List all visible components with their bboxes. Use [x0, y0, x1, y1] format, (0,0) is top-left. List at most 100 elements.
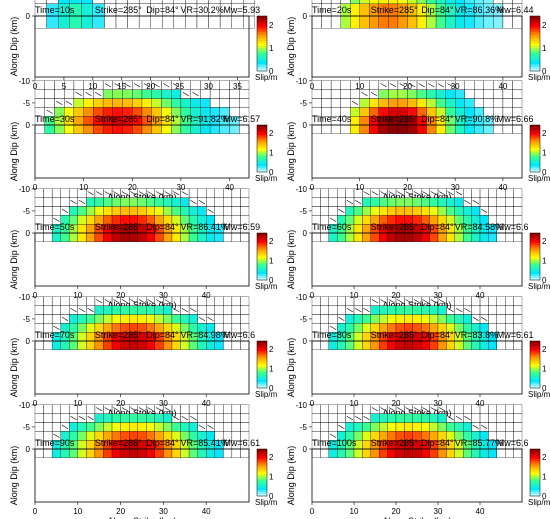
- slip-cell: [395, 206, 405, 216]
- slip-cell: [129, 422, 138, 432]
- grid-cell: [51, 305, 61, 315]
- colorbar-segment: [257, 34, 267, 38]
- rake-arrow: [418, 83, 425, 88]
- colorbar-segment: [257, 164, 267, 167]
- rake-arrow: [455, 308, 463, 313]
- slip-cell: [171, 422, 181, 432]
- rake-arrow: [190, 308, 197, 313]
- slip-cell: [395, 314, 405, 324]
- slip-cell: [103, 340, 113, 350]
- grid-cell: [474, 89, 484, 99]
- grid-cell: [337, 197, 346, 207]
- slip-cell: [188, 206, 198, 216]
- colorbar-segment: [530, 61, 540, 65]
- colorbar-segment: [530, 27, 540, 31]
- grid-cell: [496, 314, 506, 324]
- colorbar-segment: [257, 376, 267, 379]
- slip-cell: [362, 431, 371, 441]
- grid-cell: [34, 197, 44, 207]
- x-tick-label: 40: [202, 291, 211, 300]
- colorbar-frame: [529, 15, 541, 72]
- grid-cell: [328, 413, 338, 423]
- rake-arrow: [113, 191, 120, 196]
- colorbar-tick-label: 2: [269, 21, 274, 30]
- colorbar-segment: [530, 382, 540, 385]
- slip-cell: [171, 206, 181, 216]
- panel-mw-label: Mw=6.6: [223, 330, 255, 340]
- colorbar-frame: [529, 448, 541, 497]
- panel-vr-label: VR=86.41%: [181, 222, 229, 232]
- colorbar-segment: [530, 132, 540, 136]
- colorbar-segment: [530, 358, 540, 362]
- rake-arrow: [96, 191, 103, 196]
- panel-vr-label: VR=85.77%: [455, 438, 503, 448]
- slip-cell: [69, 422, 78, 432]
- slip-cell: [161, 89, 172, 99]
- colorbar-segment: [257, 370, 267, 373]
- slip-cell: [60, 448, 70, 458]
- slip-cell: [51, 232, 61, 242]
- colorbar-segment: [530, 170, 540, 173]
- slip-cell: [471, 340, 481, 350]
- slip-cell: [395, 232, 405, 242]
- x-tick-label: 30: [159, 291, 168, 300]
- colorbar-segment: [257, 41, 267, 44]
- colorbar-label: Slip/m: [255, 390, 278, 399]
- x-tick-label: 40: [225, 183, 234, 192]
- slip-cell: [378, 15, 389, 29]
- slip-cell: [362, 440, 371, 450]
- colorbar-segment: [257, 20, 267, 24]
- slip-cell: [111, 422, 121, 432]
- grid-cell: [115, 0, 128, 4]
- panel-strike-label: Strike=285°: [95, 114, 142, 124]
- slip-cell: [446, 314, 455, 324]
- grid-cell: [69, 188, 78, 198]
- colorbar-segment: [257, 364, 267, 367]
- grid-cell: [43, 413, 53, 423]
- slip-cell: [353, 224, 363, 234]
- slip-cell: [86, 314, 96, 324]
- rake-arrow: [133, 83, 141, 88]
- slip-cell: [397, 89, 408, 99]
- colorbar-segment: [257, 449, 267, 452]
- slip-cell: [479, 340, 489, 350]
- colorbar-segment: [530, 156, 540, 159]
- slip-cell: [200, 98, 211, 108]
- rake-arrow: [399, 83, 406, 88]
- slip-cell: [94, 314, 104, 324]
- slip-cell: [416, 98, 427, 108]
- grid-cell: [240, 305, 250, 315]
- slip-cell: [69, 340, 78, 350]
- x-tick-label: 40: [498, 82, 507, 91]
- colorbar-label: Slip/m: [528, 282, 550, 291]
- slip-cell: [94, 422, 104, 432]
- rake-arrow: [78, 200, 86, 205]
- x-tick-label: 20: [392, 399, 401, 408]
- rake-arrow: [380, 191, 387, 196]
- rake-arrow: [138, 191, 146, 196]
- colorbar-segment: [257, 43, 267, 47]
- slip-cell: [163, 422, 173, 432]
- panel-time-label: Time=10s: [35, 5, 75, 15]
- slip-cell: [46, 15, 59, 29]
- slip-cell: [73, 124, 84, 134]
- grid-cell: [488, 296, 497, 306]
- grid-cell: [337, 296, 346, 306]
- grid-cell: [208, 0, 221, 4]
- x-tick-label: 0: [310, 399, 315, 408]
- rake-arrow: [397, 407, 404, 412]
- grid-cell: [223, 422, 233, 432]
- rake-arrow: [370, 92, 378, 97]
- y-tick-label: -10: [18, 293, 30, 302]
- x-tick-label: 0: [33, 399, 38, 408]
- x-tick-label: 20: [116, 507, 125, 516]
- slip-cell: [197, 448, 207, 458]
- slip-cell: [197, 340, 207, 350]
- panel-strike-label: Strike=285°: [371, 114, 418, 124]
- slip-cell: [454, 422, 464, 432]
- y-axis-label: Along Dip (km): [9, 446, 19, 506]
- slip-cell: [60, 340, 70, 350]
- rake-arrow: [138, 407, 146, 412]
- colorbar-segment: [530, 368, 540, 371]
- rake-arrow: [430, 299, 437, 304]
